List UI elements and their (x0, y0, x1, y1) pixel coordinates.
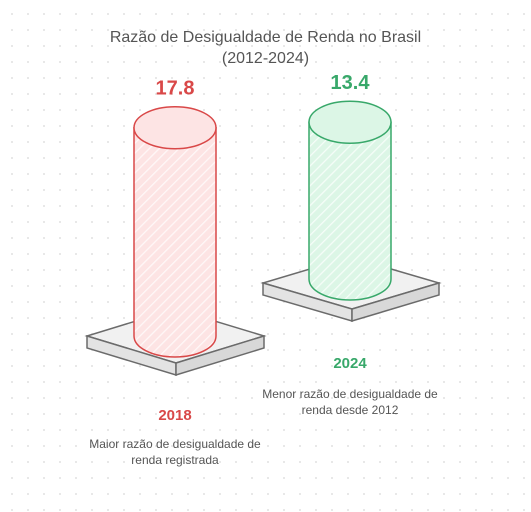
cylinder-2018-top (133, 105, 217, 150)
value-label-2018: 17.8 (156, 78, 195, 100)
bar-2024 (308, 100, 392, 301)
chart-title: Razão de Desigualdade de Renda no Brasil (109, 29, 422, 46)
bar-2018 (133, 105, 217, 358)
chart-subtitle: (2012-2024) (221, 50, 310, 67)
year-label-2018: 2018 (158, 407, 191, 424)
year-label-2024: 2024 (333, 355, 367, 372)
description-2018: Maior razão de desigualdade de renda reg… (89, 437, 261, 467)
description-2024: Menor razão de desigualdade de renda des… (262, 387, 438, 417)
cylinder-2018-body (133, 126, 217, 358)
value-label-2024: 13.4 (331, 72, 371, 94)
cylinder-2024-top (308, 100, 392, 144)
cylinder-2024-body (308, 121, 392, 301)
